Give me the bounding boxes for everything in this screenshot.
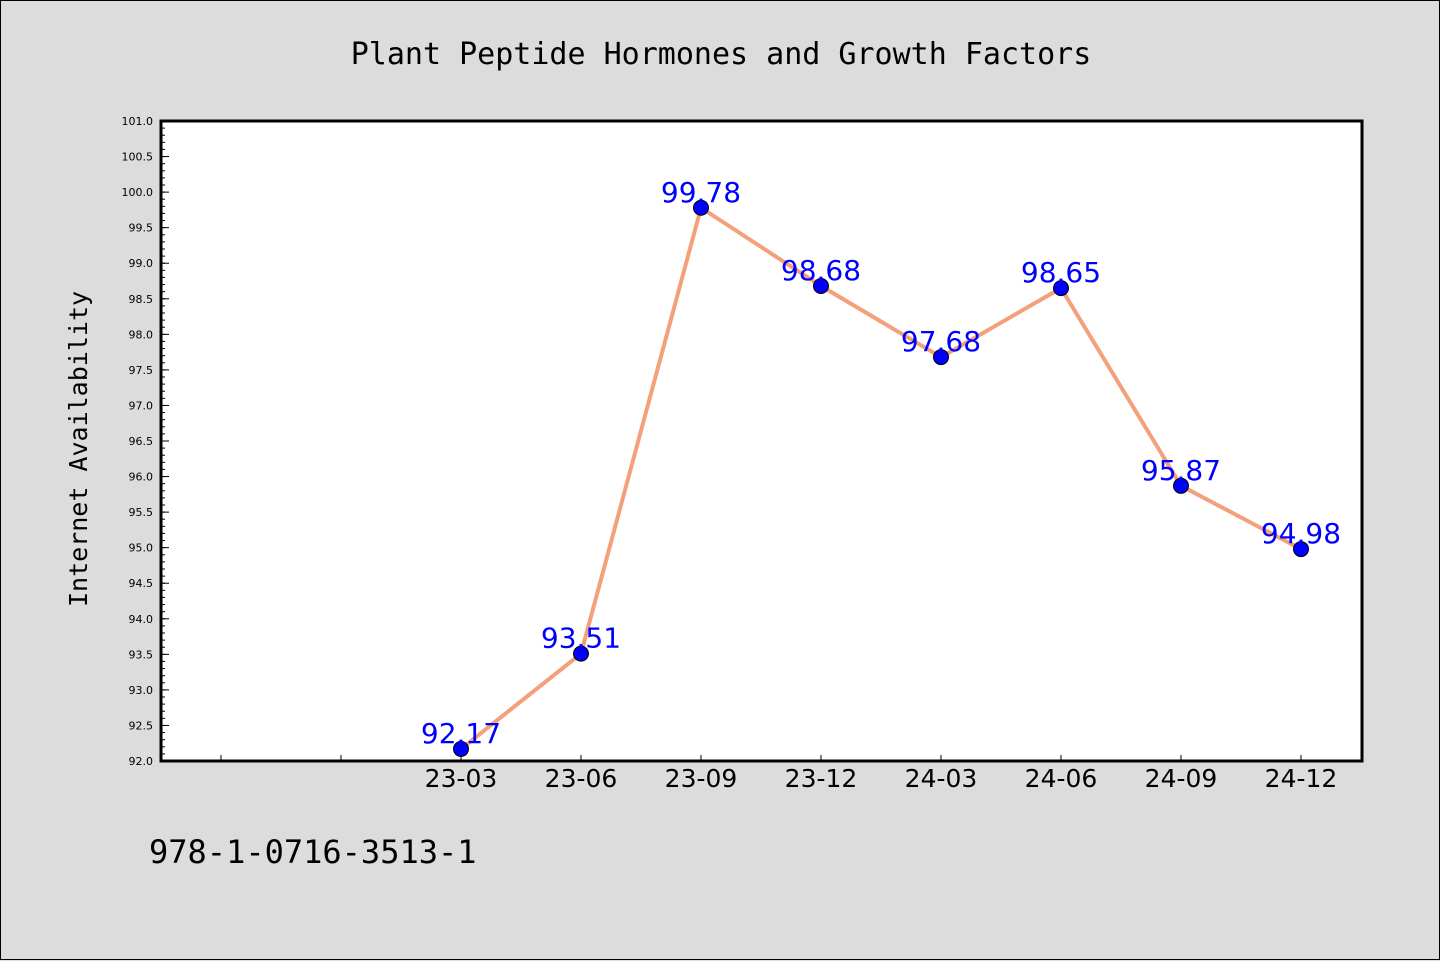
data-point <box>693 199 709 216</box>
x-tick-label: 24-09 <box>1145 764 1218 793</box>
data-label: 94.98 <box>1261 517 1341 550</box>
y-tick-label: 92.0 <box>129 755 154 768</box>
data-point <box>1293 541 1309 558</box>
y-tick-label: 98.5 <box>129 293 154 306</box>
x-axis: 23-03 23-06 23-09 23-12 24-03 24-06 24-09 24-12 <box>220 755 1338 793</box>
x-tick-label: 24-12 <box>1265 764 1338 793</box>
data-label: 98.68 <box>781 254 861 287</box>
footnote: 978-1-0716-3513-1 <box>149 833 477 871</box>
data-point <box>453 740 469 757</box>
y-tick-label: 95.5 <box>129 506 154 519</box>
y-tick-label: 99.0 <box>129 257 154 270</box>
y-tick-label: 94.5 <box>129 577 154 590</box>
chart-title: Plant Peptide Hormones and Growth Factor… <box>351 37 1092 72</box>
data-label: 99.78 <box>661 176 741 209</box>
x-tick-label: 23-03 <box>425 764 498 793</box>
y-tick-label: 92.5 <box>129 719 154 732</box>
x-tick-label: 23-09 <box>665 764 738 793</box>
series: 92.17 93.51 99.78 98.68 97.68 98.65 95.87 94.98 <box>421 176 1341 757</box>
data-point <box>1053 280 1069 297</box>
x-tick-label: 23-06 <box>545 764 618 793</box>
y-tick-label: 97.5 <box>129 364 154 377</box>
y-tick-label: 100.5 <box>122 151 154 164</box>
x-tick-label: 24-03 <box>905 764 978 793</box>
x-tick-label: 24-06 <box>1025 764 1098 793</box>
y-tick-label: 96.0 <box>129 471 154 484</box>
y-tick-label: 97.0 <box>129 399 154 412</box>
y-tick-label: 96.5 <box>129 435 154 448</box>
y-axis-label: Internet Availability <box>64 291 93 607</box>
y-tick-label: 99.5 <box>129 222 154 235</box>
y-tick-label: 101.0 <box>122 115 154 128</box>
data-point <box>573 645 589 662</box>
y-tick-label: 93.0 <box>129 684 154 697</box>
data-label: 95.87 <box>1141 454 1221 487</box>
series-line <box>459 205 1302 751</box>
data-point <box>933 349 949 366</box>
data-point <box>813 277 829 294</box>
data-point <box>1173 477 1189 494</box>
data-label: 93.51 <box>541 622 621 655</box>
data-label: 92.17 <box>421 717 501 750</box>
y-tick-label: 93.5 <box>129 648 154 661</box>
y-tick-label: 100.0 <box>122 186 154 199</box>
plot-area <box>159 119 1364 763</box>
x-tick-label: 23-12 <box>785 764 858 793</box>
data-label: 98.65 <box>1021 256 1101 289</box>
y-tick-label: 94.0 <box>129 613 154 626</box>
data-label: 97.68 <box>901 325 981 358</box>
y-axis: 92.0 92.5 93.0 93.5 94.0 94.5 95.0 95.5 96.0 96.5… <box>122 115 169 768</box>
y-tick-label: 98.0 <box>129 328 154 341</box>
y-tick-label: 95.0 <box>129 542 154 555</box>
